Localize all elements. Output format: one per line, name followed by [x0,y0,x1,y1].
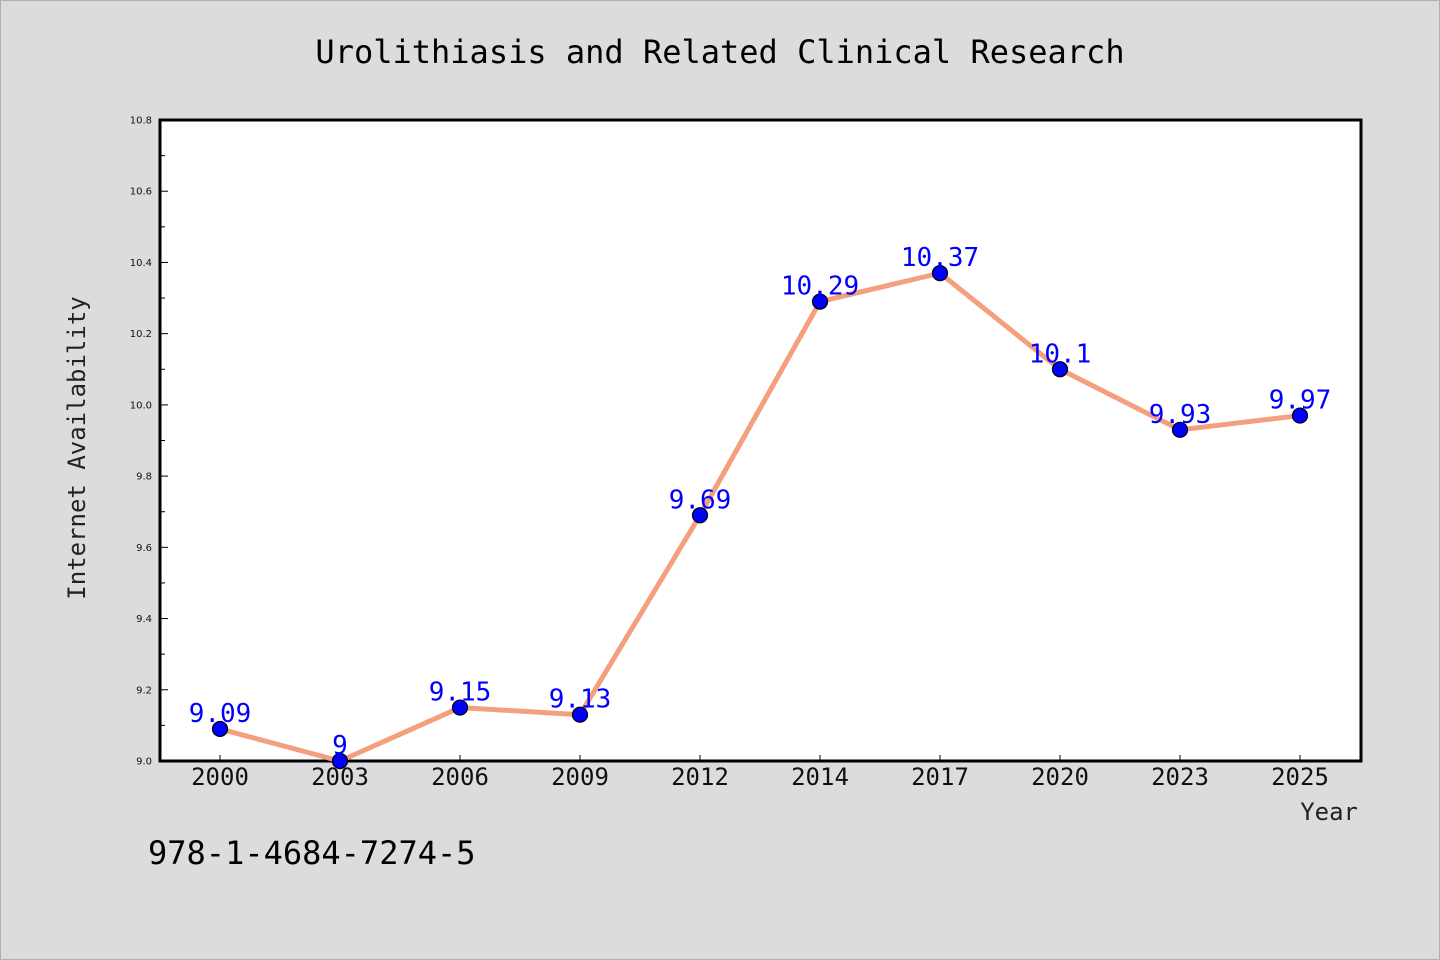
y-tick-label: 9.6 [136,543,152,554]
x-tick-label: 2000 [191,763,249,791]
plot-area [158,118,1363,763]
x-tick-label: 2023 [1151,763,1209,791]
y-tick-label: 10.0 [130,400,152,411]
y-tick-label: 10.4 [130,258,152,269]
data-label: 9 [332,731,348,761]
x-axis-label: Year [1300,798,1358,826]
y-tick-label: 10.2 [130,329,152,340]
data-point [451,699,469,716]
data-label: 9.13 [549,685,612,715]
data-point [1291,407,1309,424]
data-point [811,293,829,310]
y-tick-label: 9.8 [136,472,152,483]
y-tick-label: 10.6 [130,187,152,198]
x-tick-label: 2014 [791,763,849,791]
isbn-text: 978-1-4684-7274-5 [148,834,476,872]
x-tick-label: 2020 [1031,763,1089,791]
data-label: 10.37 [901,243,979,273]
data-label: 10.1 [1029,339,1092,369]
data-point [571,706,589,723]
y-axis: 9.0 9.2 9.4 9.6 9.8 10.0 10.2 10.4 10.6 10.8 [130,116,168,768]
y-tick-label: 9.0 [136,757,152,768]
data-label: 9.93 [1149,400,1212,430]
y-tick-label: 9.2 [136,685,152,696]
y-axis-label: Internet Availability [63,296,91,599]
x-tick-label: 2012 [671,763,729,791]
data-point [331,752,349,770]
x-tick-label: 2025 [1271,763,1329,791]
data-label: 9.15 [429,678,492,708]
data-point [211,720,229,738]
data-label: 9.69 [669,485,732,515]
series-line [217,270,1303,764]
series-layer: 9.09 9 9.15 9.13 9.69 10.29 10.37 10.1 9.93 9.97 [189,243,1332,770]
y-tick-label: 10.8 [130,116,152,127]
x-tick-label: 2006 [431,763,489,791]
x-tick-label: 2009 [551,763,609,791]
y-tick-label: 9.4 [136,614,152,625]
data-point [931,265,949,282]
x-axis: 2000 2003 2006 2009 2012 2014 2017 2020 2023 2025 [191,755,1329,791]
chart-title: Urolithiasis and Related Clinical Resear… [315,33,1124,71]
data-point [691,507,709,524]
data-point [1171,421,1189,438]
data-label: 10.29 [781,272,859,302]
data-label: 9.97 [1269,386,1332,416]
x-tick-label: 2017 [911,763,969,791]
data-point [1051,361,1069,378]
data-label: 9.09 [189,699,252,729]
